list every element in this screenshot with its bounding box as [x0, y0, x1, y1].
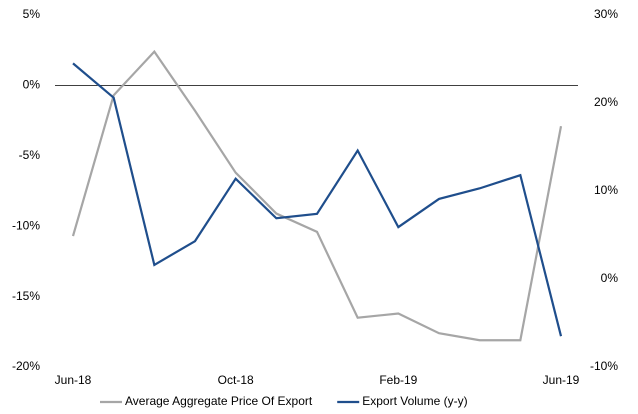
- legend-label: Export Volume (y-y): [362, 394, 467, 408]
- x-tick-label: Oct-18: [218, 373, 254, 387]
- legend-label: Average Aggregate Price Of Export: [125, 394, 313, 408]
- y2-tick-label: -10%: [590, 359, 618, 373]
- y2-tick-label: 30%: [594, 7, 618, 21]
- y-tick-label: 5%: [23, 7, 41, 21]
- y-tick-label: -5%: [19, 148, 41, 162]
- series-line: [71, 49, 563, 342]
- y-tick-label: 0%: [23, 78, 41, 92]
- y-tick-label: -15%: [12, 289, 40, 303]
- x-tick-label: Jun-19: [543, 373, 580, 387]
- x-tick-label: Feb-19: [379, 373, 417, 387]
- y2-tick-label: 10%: [594, 183, 618, 197]
- y2-tick-label: 0%: [601, 271, 619, 285]
- series-line: [72, 62, 563, 337]
- y-tick-label: -10%: [12, 218, 40, 232]
- x-tick-label: Jun-18: [55, 373, 92, 387]
- y-tick-label: -20%: [12, 359, 40, 373]
- y2-tick-label: 20%: [594, 95, 618, 109]
